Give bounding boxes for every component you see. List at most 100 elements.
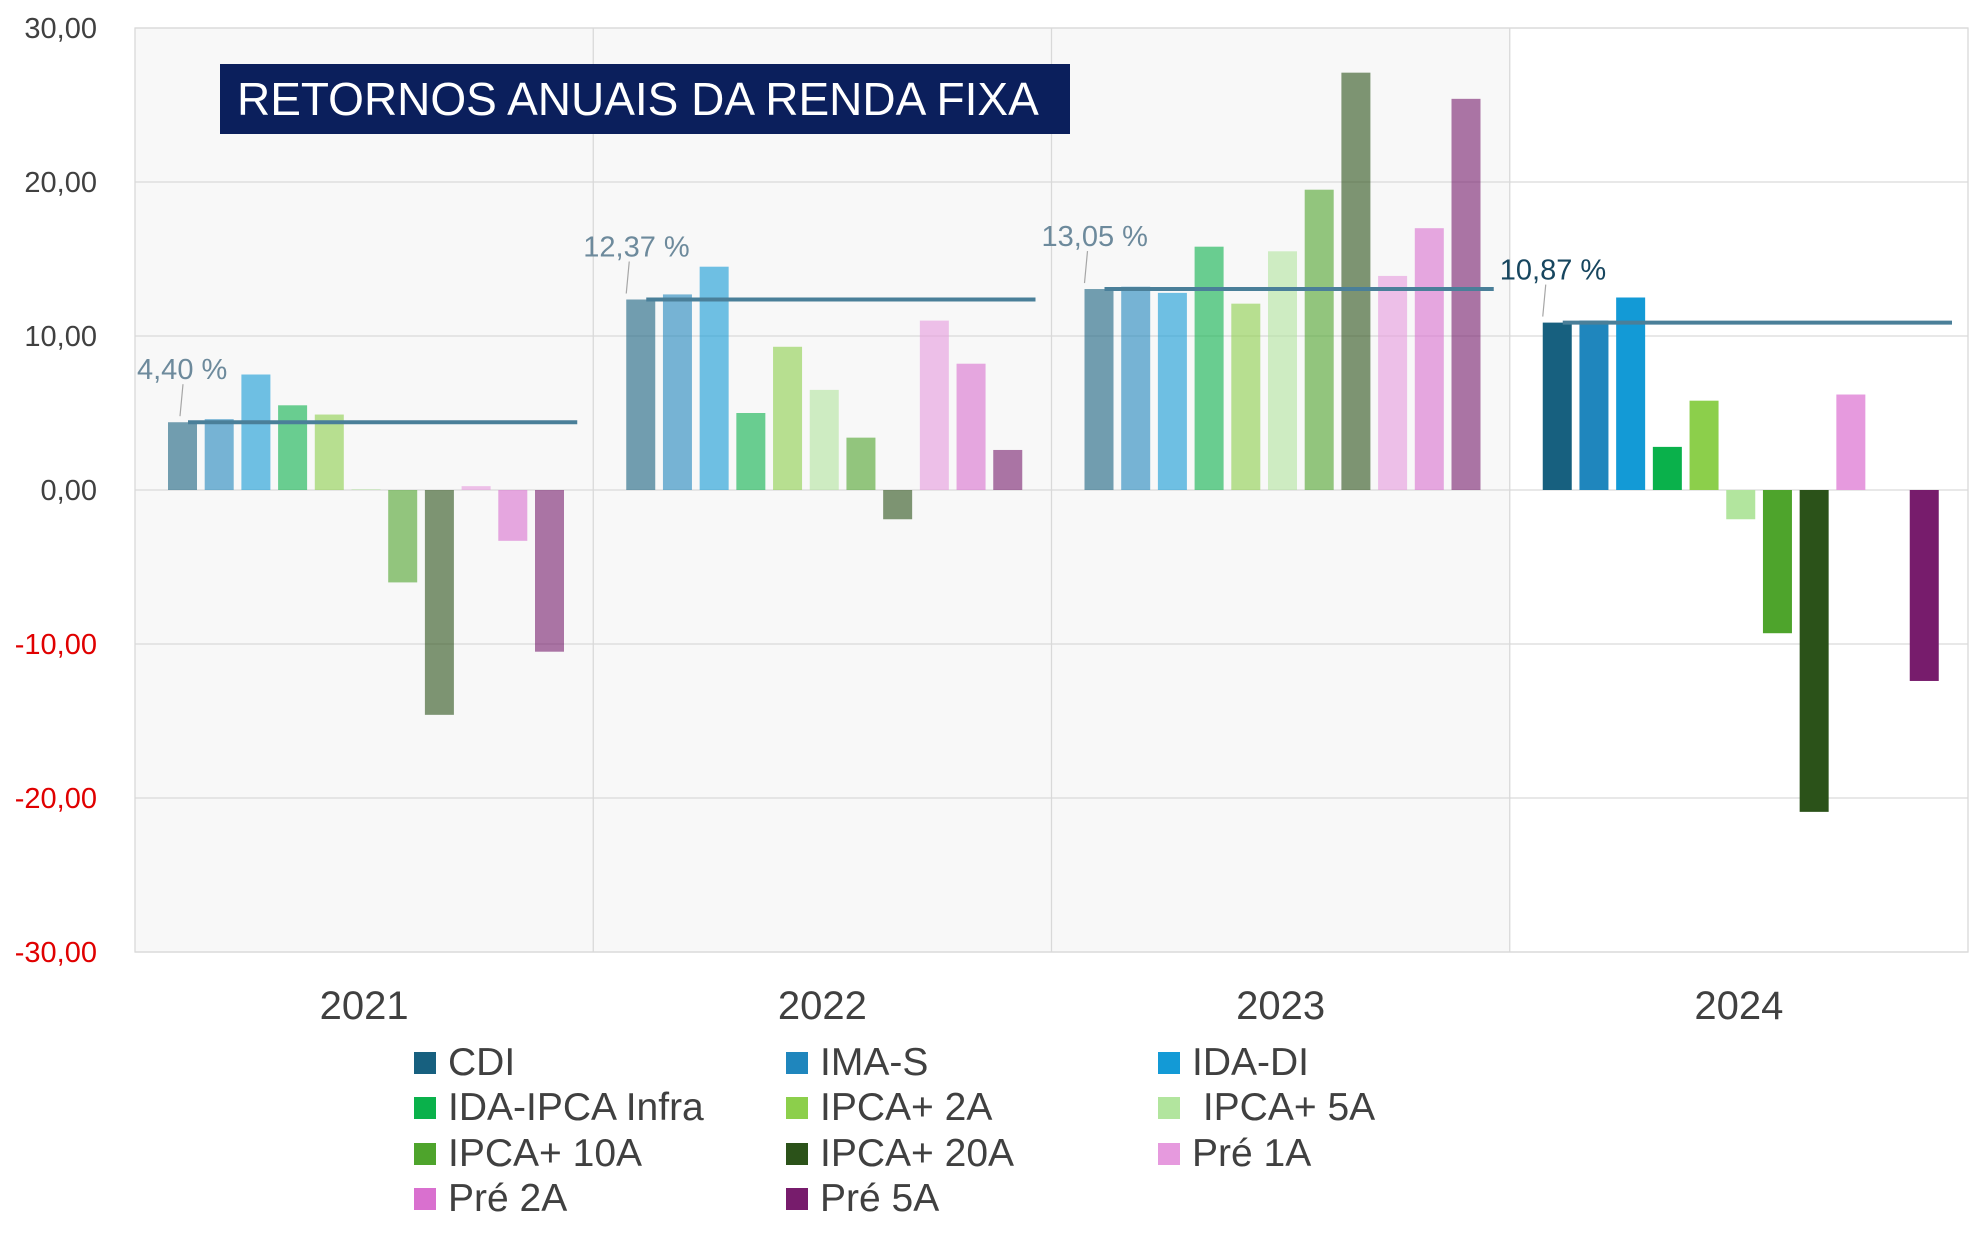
bar-2023-ipca-2a [1231,303,1261,490]
legend-swatch [786,1051,808,1074]
y-tick-label: -10,00 [15,629,97,661]
cdi-label-leader [625,261,630,294]
cdi-label-2022: 12,37 % [583,232,689,264]
bar-2023-cdi [1084,289,1114,490]
legend-item: IPCA+ 2A [786,1086,1158,1132]
bar-2023-ipca-5a [1268,251,1297,490]
legend-label: IPCA+ 5A [1192,1086,1376,1130]
bar-2023-ipca-10a [1304,189,1334,490]
legend-label: IMA-S [820,1040,929,1084]
bar-2024-ipca-2a [1689,400,1719,490]
legend-label: Pré 2A [448,1177,568,1221]
bar-2022-ipca-5a [809,389,839,490]
bar-2022-ima-s [662,294,692,490]
bar-2022-pr-5a [993,449,1023,490]
cdi-label-leader [1083,250,1089,284]
x-tick-label: 2023 [1236,984,1325,1028]
legend: CDI IMA-S IDA-DI IDA-IPCA Infra IPCA+ 2A IPC… [414,1040,1514,1230]
bar-2024-pr-1a [1836,394,1866,490]
chart-title: RETORNOS ANUAIS DA RENDA FIXA [237,73,1039,125]
legend-item: IPCA+ 20A [786,1131,1158,1177]
bar-2022-ida-ipca-infra [736,413,766,490]
legend-item: CDI [414,1040,786,1086]
legend-swatch [786,1097,808,1120]
legend-item: IDA-IPCA Infra [414,1086,786,1132]
cdi-label-leader [179,384,184,417]
y-tick-label: -20,00 [15,783,97,815]
bar-2024-ida-ipca-infra [1652,446,1682,490]
bar-2022-ipca-2a [773,346,803,490]
legend-item: Pré 5A [786,1177,1158,1223]
legend-swatch [414,1097,436,1120]
legend-swatch [1158,1051,1180,1074]
bar-2024-ida-di [1616,297,1646,490]
y-tick-label: 30,00 [24,13,97,45]
bar-2023-pr-1a [1378,275,1408,490]
chart-title-box: RETORNOS ANUAIS DA RENDA FIXA [220,64,1070,134]
bar-2022-ipca-20a [883,490,913,520]
bar-2021-ipca-2a [314,414,344,490]
bar-2023-pr-2a [1414,228,1444,490]
bar-2023-pr-5a [1451,98,1481,490]
legend-swatch [414,1188,436,1211]
bar-2021-pr-1a [461,486,491,490]
legend-label: IPCA+ 10A [448,1131,643,1175]
bar-2022-pr-2a [956,363,986,490]
bar-2021-pr-2a [498,490,528,541]
legend-label: Pré 1A [1192,1131,1312,1175]
bar-2022-cdi [626,299,656,490]
cdi-label-leader [1542,284,1547,317]
bar-2022-ipca-10a [846,437,876,490]
x-tick-label: 2022 [778,984,867,1028]
bar-2021-ipca-10a [388,490,418,583]
bar-2024-ipca-10a [1762,490,1792,634]
bar-2021-ima-s [204,419,234,490]
x-tick-label: 2024 [1694,984,1783,1028]
bar-2024-ima-s [1579,320,1609,490]
bar-2023-ima-s [1121,286,1151,490]
legend-swatch [414,1142,436,1165]
plot-border [134,27,1969,953]
bar-2024-pr-5a [1909,490,1939,681]
legend-item: Pré 1A [1158,1131,1514,1177]
bar-2023-ipca-20a [1341,72,1371,490]
legend-item: IPCA+ 10A [414,1131,786,1177]
bar-2022-pr-1a [919,320,949,490]
bar-2021-pr-5a [535,490,564,652]
bar-2022-ida-di [699,266,729,490]
legend-label: Pré 5A [820,1177,940,1221]
bar-2021-ipca-20a [424,490,454,715]
cdi-label-2023: 13,05 % [1042,221,1148,253]
bar-2023-ida-ipca-infra [1194,246,1224,490]
legend-item: IDA-DI [1158,1040,1514,1086]
cdi-label-2024: 10,87 % [1500,255,1606,287]
bar-2024-ipca-20a [1799,490,1829,812]
bar-2023-ida-di [1157,292,1187,490]
bar-2024-ipca-5a [1726,490,1756,520]
bar-2021-ida-ipca-infra [278,405,308,490]
legend-item: IPCA+ 5A [1158,1086,1514,1132]
legend-swatch [414,1051,436,1074]
legend-swatch [1158,1142,1180,1165]
bar-2024-cdi [1542,322,1572,490]
legend-swatch [786,1142,808,1165]
legend-swatch [786,1188,808,1211]
cdi-label-2021: 4,40 % [137,354,227,386]
legend-label: CDI [448,1040,516,1084]
legend-label: IDA-DI [1192,1040,1309,1084]
legend-swatch [1158,1097,1180,1120]
y-tick-label: 20,00 [24,167,97,199]
y-tick-label: 10,00 [24,321,97,353]
bar-2021-cdi [168,422,197,490]
legend-label: IPCA+ 2A [820,1086,993,1130]
x-tick-label: 2021 [320,984,409,1028]
bar-2021-ida-di [241,374,271,490]
y-tick-label: -30,00 [15,937,97,969]
legend-item: IMA-S [786,1040,1158,1086]
legend-label: IPCA+ 20A [820,1131,1015,1175]
legend-label: IDA-IPCA Infra [448,1086,704,1130]
legend-item: Pré 2A [414,1177,786,1223]
bar-2021-ipca-5a [351,489,381,490]
y-tick-label: 0,00 [41,475,97,507]
